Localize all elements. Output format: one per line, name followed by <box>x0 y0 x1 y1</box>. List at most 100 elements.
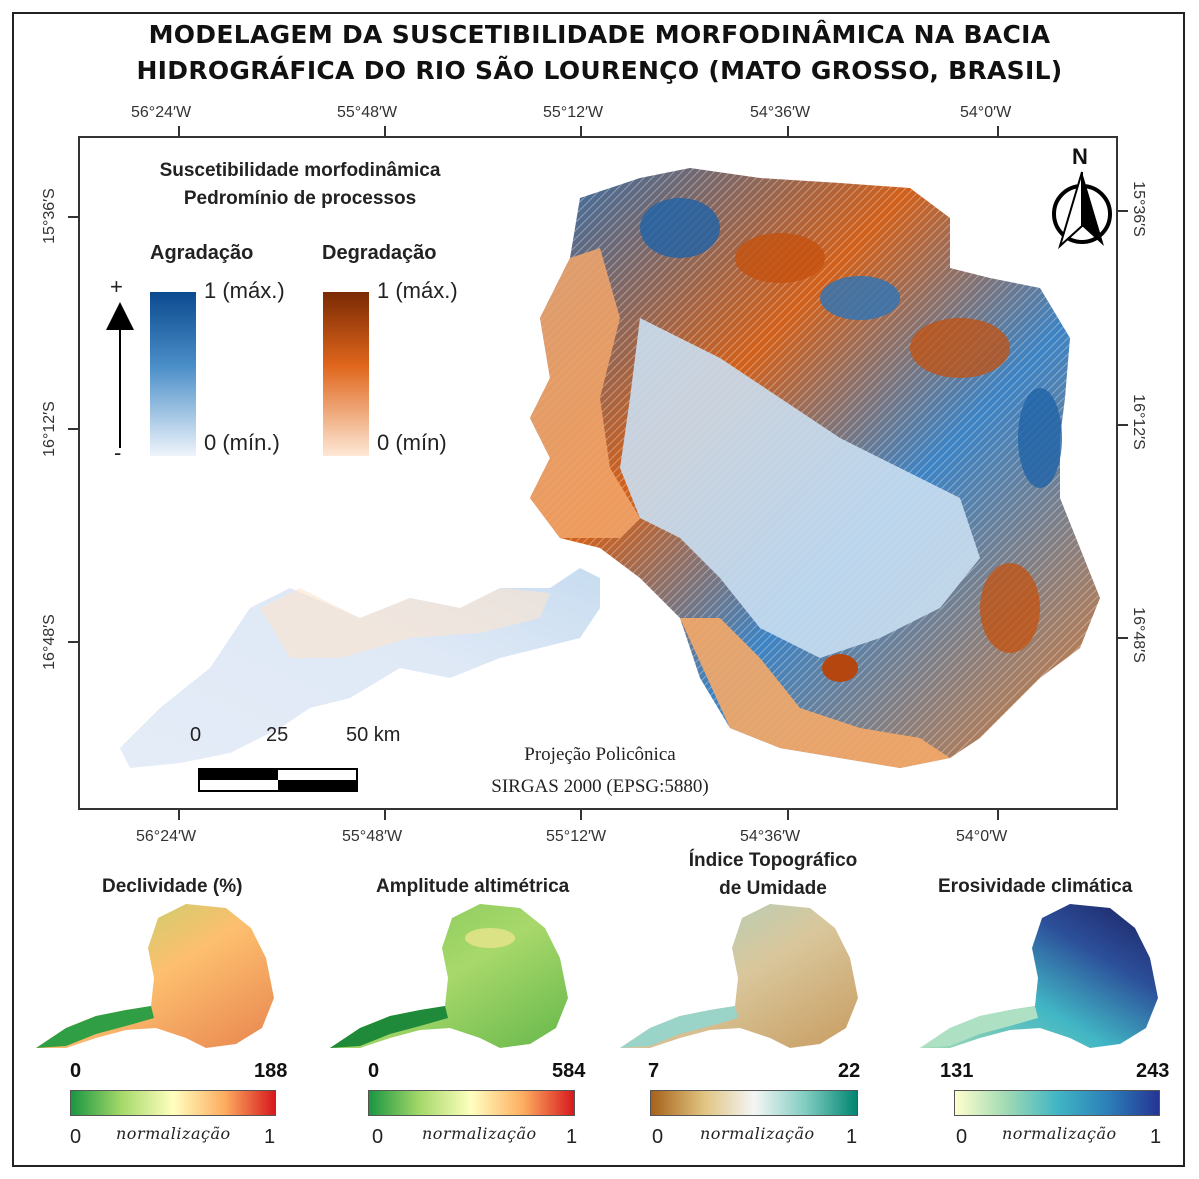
degradation-patch <box>980 563 1040 653</box>
orange-fringe-west <box>530 248 640 538</box>
degradacao-min-label: 0 (mín) <box>377 430 447 455</box>
small-map-3-n0: 0 <box>652 1126 664 1148</box>
small-map-2-min: 0 <box>368 1060 380 1082</box>
lat-label-right-2: 16°12′S <box>1129 394 1147 450</box>
projection-line2: SIRGAS 2000 (EPSG:5880) <box>491 776 709 797</box>
small-map-1-thumb <box>36 904 274 1048</box>
north-label: N <box>1072 144 1088 169</box>
degradation-patch <box>910 318 1010 378</box>
lon-label-top-4: 54°36′W <box>750 104 811 121</box>
small-map-2-colorbar <box>368 1090 575 1116</box>
outer-frame <box>12 12 1185 1167</box>
tick <box>68 216 78 218</box>
tick <box>1118 424 1128 426</box>
lat-label-left-3: 16°48′S <box>40 614 58 670</box>
small-map-3-max: 22 <box>838 1060 861 1082</box>
scale-label-0: 0 <box>190 724 202 746</box>
lon-label-top-2: 55°48′W <box>337 104 398 121</box>
small-map-1-colorbar <box>70 1090 276 1116</box>
agradacao-min-label: 0 (mín.) <box>204 430 280 455</box>
small-map-2-norm: normalização <box>422 1124 537 1143</box>
small-map-4-n1: 1 <box>1150 1126 1162 1148</box>
lon-label-top-1: 56°24′W <box>131 104 192 121</box>
small-map-3-n1: 1 <box>846 1126 858 1148</box>
tick <box>787 126 789 136</box>
lon-label-bottom-1: 56°24′W <box>136 828 197 845</box>
scale-bar <box>198 768 358 792</box>
legend-agradacao-label: Agradação <box>150 242 254 264</box>
arrow-minus-label: - <box>114 440 122 465</box>
orange-fringe-south <box>680 618 950 768</box>
small-map-4-max: 243 <box>1136 1060 1170 1082</box>
agradacao-max-label: 1 (máx.) <box>204 278 285 303</box>
tick <box>580 810 582 820</box>
degradation-patch <box>735 233 825 283</box>
small-map-3-norm: normalização <box>700 1124 815 1143</box>
small-map-2-title: Amplitude altimétrica <box>376 876 570 897</box>
basin-map-svg <box>120 168 1100 768</box>
tick <box>384 126 386 136</box>
lon-label-top-3: 55°12′W <box>543 104 604 121</box>
small-map-4-n0: 0 <box>956 1126 968 1148</box>
tick <box>384 810 386 820</box>
small-map-4-thumb <box>920 904 1158 1048</box>
tick <box>178 810 180 820</box>
tick <box>997 126 999 136</box>
agradation-patch <box>640 198 720 258</box>
map-title-line2: HIDROGRÁFICA DO RIO SÃO LOURENÇO (MATO G… <box>136 56 1063 85</box>
small-map-1-min: 0 <box>70 1060 82 1082</box>
small-map-1-n1: 1 <box>264 1126 276 1148</box>
small-map-3-colorbar <box>650 1090 858 1116</box>
legend-degradacao-label: Degradação <box>322 242 437 264</box>
arrow-plus-label: + <box>110 274 123 299</box>
small-map-3-title2: de Umidade <box>719 878 827 899</box>
tick <box>68 428 78 430</box>
lat-label-right-3: 16°48′S <box>1129 607 1147 663</box>
legend-title-2: Pedromínio de processos <box>183 188 417 209</box>
small-map-1-norm: normalização <box>116 1124 231 1143</box>
tick <box>68 641 78 643</box>
lat-label-right-1: 15°36′S <box>1129 181 1147 237</box>
small-map-2-max: 584 <box>552 1060 586 1082</box>
small-map-4-norm: normalização <box>1002 1124 1117 1143</box>
north-arrow-icon <box>1052 171 1112 250</box>
scale-label-50: 50 km <box>346 724 401 746</box>
degradation-patch <box>822 654 858 682</box>
lat-label-left-2: 16°12′S <box>40 401 58 457</box>
agradation-patch <box>820 276 900 320</box>
lat-label-left-1: 15°36′S <box>40 188 58 244</box>
lon-label-bottom-5: 54°0′W <box>956 828 1008 845</box>
small-map-4-min: 131 <box>940 1060 974 1082</box>
interior-valley <box>620 318 980 658</box>
small-map-3-title: Índice Topográfico <box>688 850 858 871</box>
small-map-1-n0: 0 <box>70 1126 82 1148</box>
tick <box>1118 210 1128 212</box>
small-map-2-n1: 1 <box>566 1126 578 1148</box>
tick <box>787 810 789 820</box>
small-map-1-max: 188 <box>254 1060 288 1082</box>
agradacao-gradient <box>150 292 196 456</box>
scale-label-25: 25 <box>266 724 289 746</box>
small-map-1-title: Declividade (%) <box>102 876 243 897</box>
tick <box>178 126 180 136</box>
lon-label-bottom-3: 55°12′W <box>546 828 607 845</box>
legend-title-1: Suscetibilidade morfodinâmica <box>159 160 441 181</box>
agradation-patch <box>1018 388 1062 488</box>
lon-label-top-5: 54°0′W <box>960 104 1012 121</box>
up-arrow-icon <box>106 302 134 448</box>
tick <box>580 126 582 136</box>
main-map: Suscetibilidade morfodinâmica Pedromínio… <box>78 136 1118 810</box>
lon-label-bottom-4: 54°36′W <box>740 828 801 845</box>
lon-label-bottom-2: 55°48′W <box>342 828 403 845</box>
western-lowland-tint <box>260 588 550 658</box>
tick <box>997 810 999 820</box>
small-map-2-n0: 0 <box>372 1126 384 1148</box>
degradacao-max-label: 1 (máx.) <box>377 278 458 303</box>
small-map-3-thumb <box>620 904 858 1048</box>
degradacao-gradient <box>323 292 369 456</box>
map-title-line1: MODELAGEM DA SUSCETIBILIDADE MORFODINÂMI… <box>148 20 1051 49</box>
tick <box>1118 637 1128 639</box>
projection-line1: Projeção Policônica <box>524 744 676 765</box>
small-map-3-min: 7 <box>648 1060 660 1082</box>
small-map-4-title: Erosividade climática <box>938 876 1133 897</box>
